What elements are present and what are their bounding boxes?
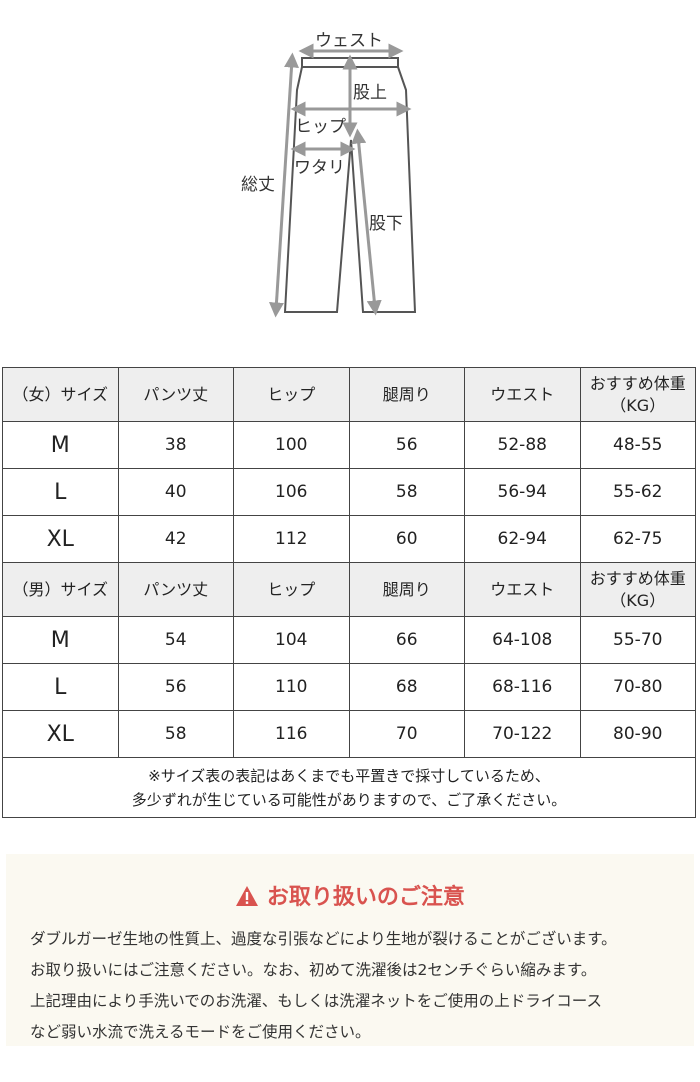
women-size-row-cell: 62-75 [579,515,696,563]
women-size-row-cell: 56 [348,421,465,469]
women-size-row-cell: 38 [117,421,234,469]
men-header-row: （男）サイズ パンツ丈 ヒップ 腿周り ウエスト おすすめ体重 （KG） [2,562,696,617]
women-size-row-cell: 42 [117,515,234,563]
women-size-row: XL 42 112 60 62-94 62-75 [2,515,696,563]
men-size-row-cell: 55-70 [579,616,696,664]
notice-line: 上記理由により手洗いでのお洗濯、もしくは洗濯ネットをご使用の上ドライコース [30,992,602,1010]
men-size-row-cell: XL [2,710,119,758]
women-size-row-cell: 40 [117,468,234,516]
women-size-row-cell: M [2,421,119,469]
men-size-row-cell: 68 [348,663,465,711]
men-size-row-cell: 116 [233,710,350,758]
women-size-row-cell: 55-62 [579,468,696,516]
table-note-row: ※サイズ表の表記はあくまでも平置きで採寸しているため、 多少ずれが生じている可能性… [2,757,696,818]
men-header-row-cell: （男）サイズ [2,562,119,617]
label-rise: 股上 [353,83,387,103]
pants-measurement-diagram: ウェスト 股上 ヒップ ワタリ 総丈 股下 [230,20,430,320]
men-header-row-cell: 腿周り [348,562,465,617]
notice-line: お取り扱いにはご注意ください。なお、初めて洗濯後は2センチぐらい縮みます。 [30,961,597,979]
women-header-row-cell: 腿周り [348,367,465,422]
women-size-row-cell: 112 [233,515,350,563]
men-header-row-cell: ヒップ [233,562,350,617]
men-size-row-cell: 70-122 [464,710,581,758]
label-total-length: 総丈 [241,175,275,195]
women-size-row-cell: 58 [348,468,465,516]
women-size-row-cell: 60 [348,515,465,563]
women-header-row-cell: パンツ丈 [117,367,234,422]
women-size-row-cell: 52-88 [464,421,581,469]
women-header-row-cell: ウエスト [464,367,581,422]
men-header-row-cell: ウエスト [464,562,581,617]
men-size-row-cell: 110 [233,663,350,711]
table-note-line: ※サイズ表の表記はあくまでも平置きで採寸しているため、 [148,766,550,785]
women-header-row-cell: ヒップ [233,367,350,422]
label-thigh: ワタリ [294,158,345,178]
men-size-row-cell: 56 [117,663,234,711]
men-size-row-cell: 70-80 [579,663,696,711]
table-note-line: 多少ずれが生じている可能性がありますので、ご了承ください。 [131,790,567,809]
women-header-row-cell: （女）サイズ [2,367,119,422]
label-inseam: 股下 [369,214,403,234]
men-size-row-cell: 64-108 [464,616,581,664]
table-note: ※サイズ表の表記はあくまでも平置きで採寸しているため、 多少ずれが生じている可能性… [2,757,696,818]
men-size-row-cell: 54 [117,616,234,664]
women-header-row: （女）サイズ パンツ丈 ヒップ 腿周り ウエスト おすすめ体重 （KG） [2,367,696,422]
women-size-row: L 40 106 58 56-94 55-62 [2,468,696,516]
men-size-row: L 56 110 68 68-116 70-80 [2,663,696,711]
women-size-row-cell: L [2,468,119,516]
women-size-row: M 38 100 56 52-88 48-55 [2,421,696,469]
size-table: （女）サイズ パンツ丈 ヒップ 腿周り ウエスト おすすめ体重 （KG） M 38 100 56 5… [2,367,696,818]
men-header-row-cell: パンツ丈 [117,562,234,617]
men-size-row: XL 58 116 70 70-122 80-90 [2,710,696,758]
men-size-row-cell: 58 [117,710,234,758]
men-size-row-cell: 80-90 [579,710,696,758]
women-size-row-cell: 48-55 [579,421,696,469]
notice-line: など弱い水流で洗えるモードをご使用ください。 [30,1023,371,1041]
notice-line: ダブルガーゼ生地の性質上、過度な引張などにより生地が裂けることがございます。 [30,930,617,948]
warning-icon [236,886,259,906]
label-waist: ウェスト [315,31,383,51]
notice-body: ダブルガーゼ生地の性質上、過度な引張などにより生地が裂けることがございます。 お… [30,924,617,1048]
pants-outline-icon [268,43,417,318]
men-size-row-cell: 70 [348,710,465,758]
women-size-row-cell: 56-94 [464,468,581,516]
care-notice: お取り扱いのご注意 ダブルガーゼ生地の性質上、過度な引張などにより生地が裂けるこ… [6,854,694,1046]
men-size-row-cell: 68-116 [464,663,581,711]
men-size-row: M 54 104 66 64-108 55-70 [2,616,696,664]
men-size-row-cell: M [2,616,119,664]
men-size-row-cell: 104 [233,616,350,664]
men-size-row-cell: 66 [348,616,465,664]
notice-title: お取り扱いのご注意 [6,879,694,911]
women-size-row-cell: 106 [233,468,350,516]
women-size-row-cell: 100 [233,421,350,469]
women-size-row-cell: XL [2,515,119,563]
notice-title-text: お取り扱いのご注意 [266,885,465,910]
men-header-row-cell: おすすめ体重 （KG） [579,562,696,617]
women-header-row-cell: おすすめ体重 （KG） [579,367,696,422]
label-hip: ヒップ [295,117,346,137]
women-size-row-cell: 62-94 [464,515,581,563]
men-size-row-cell: L [2,663,119,711]
